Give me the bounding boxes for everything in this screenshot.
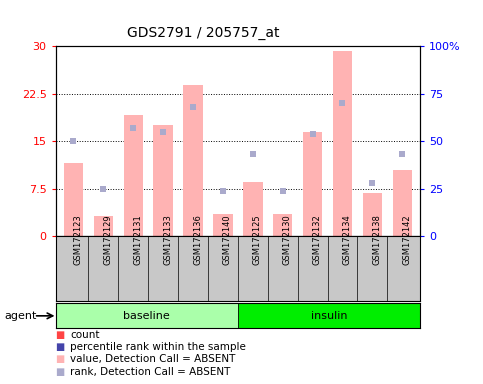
Text: percentile rank within the sample: percentile rank within the sample xyxy=(70,342,246,352)
Text: ■: ■ xyxy=(56,330,65,340)
Bar xyxy=(243,182,263,236)
Text: ■: ■ xyxy=(56,367,65,377)
Text: value, Detection Call = ABSENT: value, Detection Call = ABSENT xyxy=(70,354,235,364)
Bar xyxy=(333,51,352,236)
Text: GSM172134: GSM172134 xyxy=(342,214,352,265)
Bar xyxy=(273,214,292,236)
Text: GSM172138: GSM172138 xyxy=(372,214,382,265)
Bar xyxy=(303,132,322,236)
Bar xyxy=(56,303,238,328)
Bar xyxy=(124,114,143,236)
Bar xyxy=(363,193,382,236)
Text: GSM172140: GSM172140 xyxy=(223,214,232,265)
Text: agent: agent xyxy=(5,311,37,321)
Text: GSM172130: GSM172130 xyxy=(283,214,292,265)
Bar xyxy=(184,85,203,236)
Bar xyxy=(64,163,83,236)
Text: GSM172131: GSM172131 xyxy=(133,214,142,265)
Text: GSM172132: GSM172132 xyxy=(313,214,322,265)
Text: ■: ■ xyxy=(56,354,65,364)
Bar xyxy=(393,170,412,236)
Bar xyxy=(154,125,173,236)
Text: baseline: baseline xyxy=(123,311,170,321)
Text: rank, Detection Call = ABSENT: rank, Detection Call = ABSENT xyxy=(70,367,230,377)
Text: GDS2791 / 205757_at: GDS2791 / 205757_at xyxy=(127,26,279,40)
Text: GSM172129: GSM172129 xyxy=(103,214,113,265)
Text: GSM172136: GSM172136 xyxy=(193,214,202,265)
Text: insulin: insulin xyxy=(311,311,347,321)
Text: GSM172142: GSM172142 xyxy=(402,214,412,265)
Text: GSM172125: GSM172125 xyxy=(253,214,262,265)
Text: ■: ■ xyxy=(56,342,65,352)
Text: count: count xyxy=(70,330,99,340)
Bar xyxy=(94,216,113,236)
Text: GSM172133: GSM172133 xyxy=(163,214,172,265)
Text: GSM172123: GSM172123 xyxy=(73,214,83,265)
Bar xyxy=(213,214,233,236)
Bar xyxy=(238,303,420,328)
